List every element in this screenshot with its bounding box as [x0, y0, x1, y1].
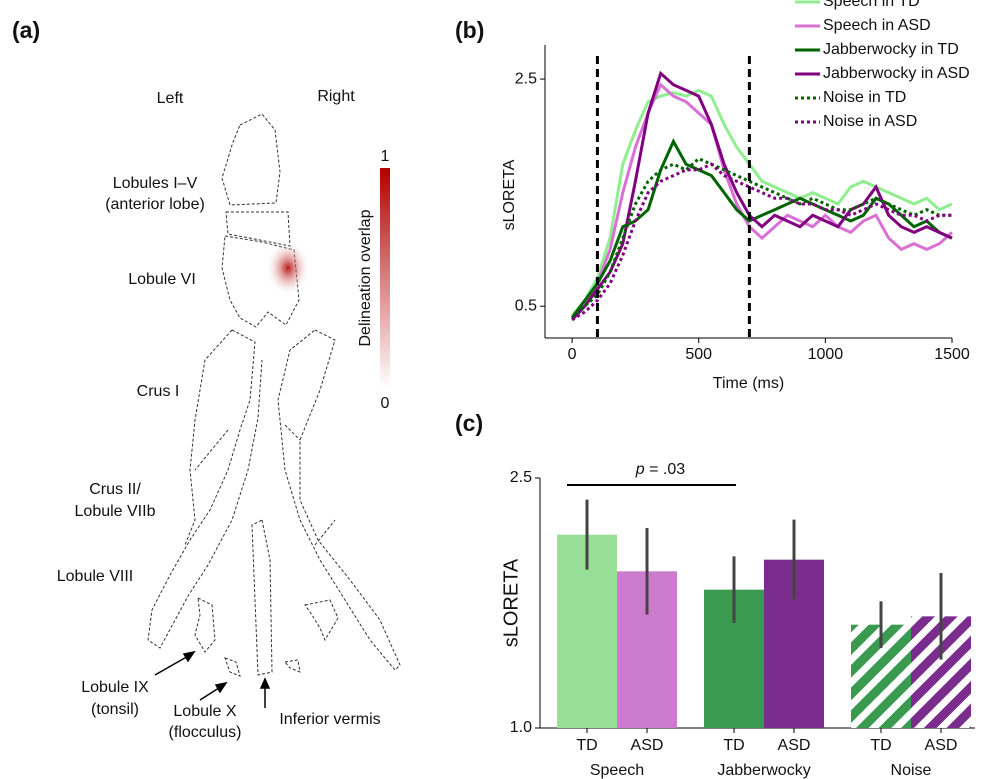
series-line [571, 70, 953, 321]
x-tick-label: 0 [568, 346, 577, 363]
legend-label: Noise in ASD [823, 113, 917, 130]
annotation: p = .03 [635, 461, 685, 478]
group-label: Noise [891, 762, 932, 779]
region-label: Lobule VI [128, 271, 196, 288]
region-label: Lobule IX [81, 679, 149, 696]
group-label: Jabberwocky [717, 762, 810, 779]
series-line [570, 88, 953, 317]
region-label: Lobule X [173, 703, 236, 720]
side-label: Left [157, 90, 184, 107]
region-label: (tonsil) [91, 701, 139, 718]
overlap-region [266, 240, 310, 296]
region-label: (anterior lobe) [105, 196, 205, 213]
colorbar [380, 168, 390, 388]
legend-label: Jabberwocky in ASD [823, 65, 970, 82]
series-line [571, 156, 952, 319]
x-tick-label: 1500 [934, 346, 970, 363]
x-tick-label: 1000 [808, 346, 844, 363]
y-tick-label: 0.5 [515, 297, 537, 314]
legend-label: Speech in TD [823, 0, 920, 10]
x-tick-label: ASD [778, 737, 811, 754]
panel-label: (c) [455, 410, 483, 436]
x-axis-label: Time (ms) [713, 375, 784, 392]
region-label: Lobule VIIb [75, 503, 156, 520]
group-label: Speech [590, 762, 644, 779]
region-label: Crus II/ [89, 481, 141, 498]
legend-label: Speech in ASD [823, 17, 931, 34]
region-label: Lobule VIII [57, 568, 134, 585]
y-tick-label: 2.5 [510, 469, 532, 486]
colorbar-tick: 0 [381, 395, 390, 412]
region-label: Lobules I–V [113, 175, 198, 192]
region-labels: Lobules I–V (anterior lobe) Lobule VI Cr… [57, 175, 381, 741]
panel-label: (b) [455, 17, 484, 43]
x-tick-label: ASD [925, 737, 958, 754]
x-tick-label: TD [723, 737, 744, 754]
y-tick-label: 1.0 [510, 719, 532, 736]
series-line [571, 162, 952, 322]
annotation-text: = .03 [649, 461, 685, 478]
colorbar-label: Delineation overlap [357, 209, 374, 346]
side-label: Right [317, 88, 355, 105]
y-axis-label: sLORETA [500, 558, 522, 647]
cerebellum-outline [147, 113, 401, 677]
series-line [571, 82, 953, 319]
x-tick-label: TD [576, 737, 597, 754]
y-tick-label: 2.5 [515, 70, 537, 87]
legend-label: Jabberwocky in TD [823, 41, 959, 58]
region-label: Crus I [137, 383, 180, 400]
region-label: Inferior vermis [279, 711, 380, 728]
y-axis-label: sLORETA [501, 159, 518, 230]
panel-label: (a) [12, 17, 40, 43]
region-label: (flocculus) [169, 724, 242, 741]
x-tick-label: ASD [631, 737, 664, 754]
arrows [154, 650, 271, 708]
annotation-symbol: p [635, 461, 645, 478]
colorbar-tick: 1 [381, 148, 390, 165]
x-tick-label: TD [870, 737, 891, 754]
legend-label: Noise in TD [823, 89, 906, 106]
x-tick-label: 500 [685, 346, 712, 363]
